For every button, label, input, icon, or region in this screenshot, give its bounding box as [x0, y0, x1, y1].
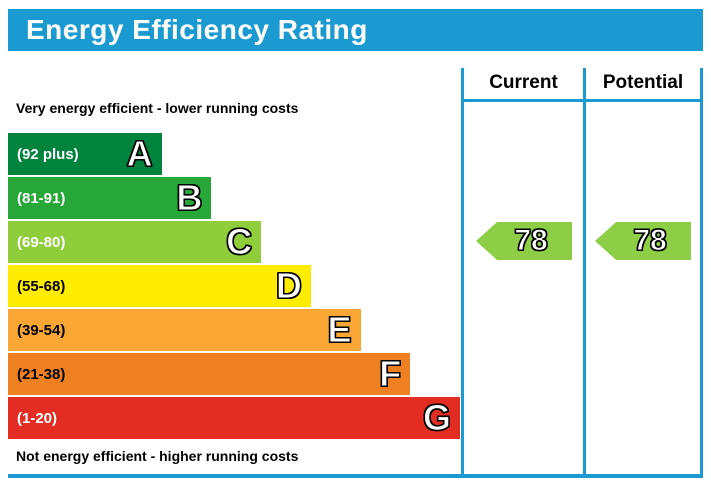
band-letter: C	[226, 221, 253, 263]
current-column-header: Current	[489, 72, 558, 93]
band-letter: F	[379, 353, 402, 395]
band-letter: A	[126, 133, 153, 175]
band-row-e: (39-54) E	[8, 309, 361, 351]
page-title: Energy Efficiency Rating	[26, 14, 368, 45]
band-letter: E	[327, 309, 352, 351]
potential-rating-value: 78	[633, 224, 667, 258]
band-row-g: (1-20) G	[8, 397, 460, 439]
current-rating-arrow: 78	[476, 222, 572, 260]
band-range-label: (39-54)	[17, 321, 66, 339]
column-divider-right	[700, 68, 703, 478]
band-range-label: (81-91)	[17, 189, 66, 207]
band-row-a: (92 plus) A	[8, 133, 162, 175]
band-letter: G	[422, 397, 451, 439]
band-row-d: (55-68) D	[8, 265, 311, 307]
band-row-c: (69-80) C	[8, 221, 262, 263]
title-bar: Energy Efficiency Rating	[8, 9, 703, 51]
column-divider-left	[461, 68, 464, 478]
potential-rating-arrow: 78	[595, 222, 691, 260]
column-header-underline	[461, 99, 703, 102]
band-range-label: (69-80)	[17, 233, 66, 251]
band-range-label: (92 plus)	[17, 145, 79, 163]
band-letter: D	[275, 265, 302, 307]
band-letter: B	[176, 177, 203, 219]
band-range-label: (21-38)	[17, 365, 66, 383]
bottom-note: Not energy efficient - higher running co…	[16, 448, 299, 464]
current-rating-value: 78	[514, 224, 548, 258]
bottom-border-line	[8, 474, 703, 478]
column-divider-middle	[583, 68, 586, 478]
rating-bands: (92 plus) A (81-91) B (69-80) C (55-68) …	[8, 133, 460, 439]
top-note: Very energy efficient - lower running co…	[16, 100, 299, 116]
band-row-f: (21-38) F	[8, 353, 411, 395]
potential-column-header: Potential	[602, 72, 684, 93]
band-row-b: (81-91) B	[8, 177, 212, 219]
band-range-label: (1-20)	[17, 409, 58, 427]
band-range-label: (55-68)	[17, 277, 66, 295]
